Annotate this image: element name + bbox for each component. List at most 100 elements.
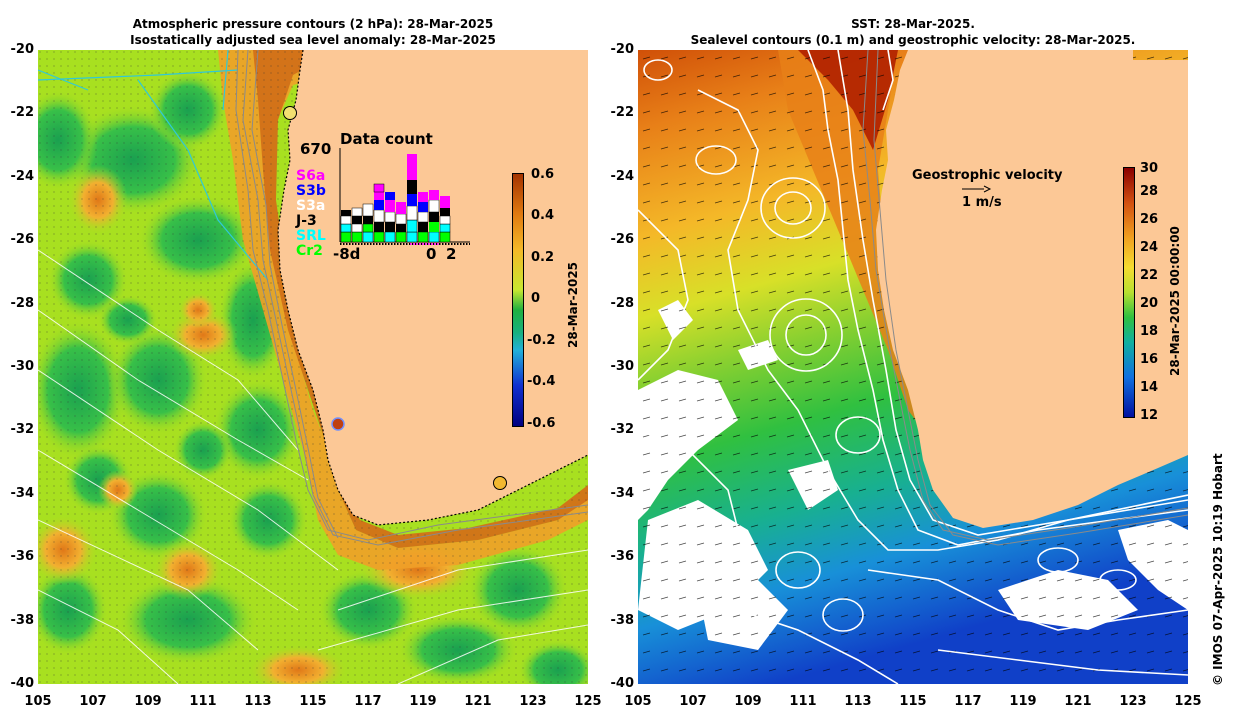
- longitude-tick: 119: [409, 694, 437, 709]
- bathymetry-contours: [235, 50, 588, 546]
- latitude-tick: -40: [610, 676, 635, 691]
- latitude-tick: -20: [610, 42, 635, 57]
- longitude-tick: 125: [574, 694, 602, 709]
- sla-cb-tick: 0.2: [531, 250, 555, 265]
- imos-credit: © IMOS 07-Apr-2025 10:19 Hobart: [1211, 453, 1225, 686]
- data-count-bars: [339, 148, 470, 245]
- latitude-tick: -20: [10, 42, 35, 57]
- sea-level-anomaly-map[interactable]: [38, 50, 588, 684]
- latitude-tick: -36: [610, 549, 635, 565]
- sst-cb-tick: 28: [1140, 184, 1159, 199]
- longitude-tick: 111: [789, 694, 817, 709]
- inset-x-end: 2: [446, 245, 457, 263]
- right-title-line1: SST: 28-Mar-2025.: [851, 17, 975, 31]
- longitude-tick: 111: [189, 694, 217, 709]
- longitude-tick: 121: [1064, 694, 1092, 709]
- latitude-tick: -28: [10, 295, 35, 311]
- latitude-tick: -24: [610, 168, 635, 184]
- sea-level-contours: [638, 50, 1188, 684]
- latitude-tick: -30: [10, 359, 35, 374]
- inset-title: Data count: [340, 130, 433, 148]
- sst-map[interactable]: [638, 50, 1188, 684]
- latitude-tick: -30: [610, 359, 635, 374]
- longitude-tick: 119: [1009, 694, 1037, 709]
- tide-gauge-station[interactable]: [283, 106, 297, 120]
- longitude-tick: 115: [899, 694, 927, 709]
- latitude-tick: -32: [10, 422, 35, 438]
- inset-x-zero: 0: [426, 245, 437, 263]
- satellite-tracks: [38, 50, 269, 281]
- longitude-tick: 109: [734, 694, 762, 709]
- right-panel-title: SST: 28-Mar-2025. Sealevel contours (0.1…: [638, 16, 1188, 48]
- longitude-tick: 105: [24, 694, 52, 709]
- legend-s6a: S6a: [296, 168, 326, 184]
- australia-land: [876, 50, 1188, 528]
- sla-cb-tick: -0.6: [527, 416, 556, 431]
- latitude-tick: -38: [610, 612, 635, 628]
- sst-cb-tick: 12: [1140, 408, 1159, 423]
- inset-x-start: -8d: [333, 245, 361, 263]
- sla-cb-tick: 0: [531, 291, 541, 306]
- latitude-tick: -34: [10, 485, 35, 501]
- australia-land: [278, 50, 588, 525]
- sla-cb-tick: 0.4: [531, 208, 555, 223]
- tide-gauge-station[interactable]: [331, 417, 345, 431]
- sla-colorbar-label: 28-Mar-2025: [566, 261, 580, 348]
- sst-cb-tick: 14: [1140, 380, 1159, 395]
- longitude-tick: 115: [299, 694, 327, 709]
- legend-s3b: S3b: [296, 183, 326, 199]
- left-panel-title: Atmospheric pressure contours (2 hPa): 2…: [38, 16, 588, 48]
- bathymetry-contours: [862, 50, 1188, 546]
- longitude-tick: 125: [1174, 694, 1202, 709]
- longitude-tick: 117: [954, 694, 982, 709]
- right-title-line2: Sealevel contours (0.1 m) and geostrophi…: [690, 33, 1136, 47]
- sst-cb-tick: 30: [1140, 161, 1159, 176]
- legend-s3a: S3a: [296, 198, 326, 214]
- bars: [340, 154, 451, 243]
- sst-cb-tick: 26: [1140, 212, 1159, 227]
- longitude-tick: 123: [519, 694, 547, 709]
- sst-cb-tick: 18: [1140, 324, 1159, 339]
- sla-colorbar: [512, 173, 524, 427]
- legend-j3: J-3: [296, 213, 317, 229]
- sla-cb-tick: -0.4: [527, 374, 556, 389]
- velocity-scale-label: 1 m/s: [962, 195, 1002, 210]
- longitude-tick: 113: [844, 694, 872, 709]
- legend-cr2: Cr2: [296, 243, 323, 259]
- sst-colorbar: [1123, 167, 1135, 418]
- sla-cb-tick: -0.2: [527, 333, 556, 348]
- longitude-tick: 121: [464, 694, 492, 709]
- latitude-tick: -28: [610, 295, 635, 311]
- latitude-tick: -22: [10, 105, 35, 121]
- longitude-tick: 113: [244, 694, 272, 709]
- longitude-tick: 123: [1119, 694, 1147, 709]
- sla-map-svg: [38, 50, 588, 684]
- latitude-tick: -32: [610, 422, 635, 438]
- left-title-line1: Atmospheric pressure contours (2 hPa): 2…: [132, 17, 494, 31]
- latitude-tick: -24: [10, 168, 35, 184]
- longitude-tick: 107: [679, 694, 707, 709]
- sst-cb-tick: 24: [1140, 240, 1159, 255]
- sla-cb-tick: 0.6: [531, 167, 555, 182]
- latitude-tick: -40: [10, 676, 35, 691]
- data-count-inset: Data count 670 S6a S3b S3a J-3 SRL Cr2 -…: [290, 128, 480, 268]
- legend-srl: SRL: [296, 228, 326, 244]
- velocity-scale-arrow: [962, 185, 992, 193]
- inset-max-count: 670: [300, 140, 332, 158]
- latitude-tick: -36: [10, 549, 35, 565]
- latitude-tick: -26: [10, 232, 35, 248]
- tide-gauge-station[interactable]: [493, 476, 507, 490]
- longitude-tick: 117: [354, 694, 382, 709]
- sst-cb-tick: 20: [1140, 296, 1159, 311]
- velocity-legend-title: Geostrophic velocity: [912, 168, 1063, 183]
- latitude-tick: -26: [610, 232, 635, 248]
- longitude-tick: 109: [134, 694, 162, 709]
- latitude-tick: -34: [610, 485, 635, 501]
- longitude-tick: 105: [624, 694, 652, 709]
- pressure-contours: [38, 249, 588, 684]
- latitude-tick: -38: [10, 612, 35, 628]
- longitude-tick: 107: [79, 694, 107, 709]
- sst-cb-tick: 22: [1140, 268, 1159, 283]
- sst-map-svg: [638, 50, 1188, 684]
- latitude-tick: -22: [610, 105, 635, 121]
